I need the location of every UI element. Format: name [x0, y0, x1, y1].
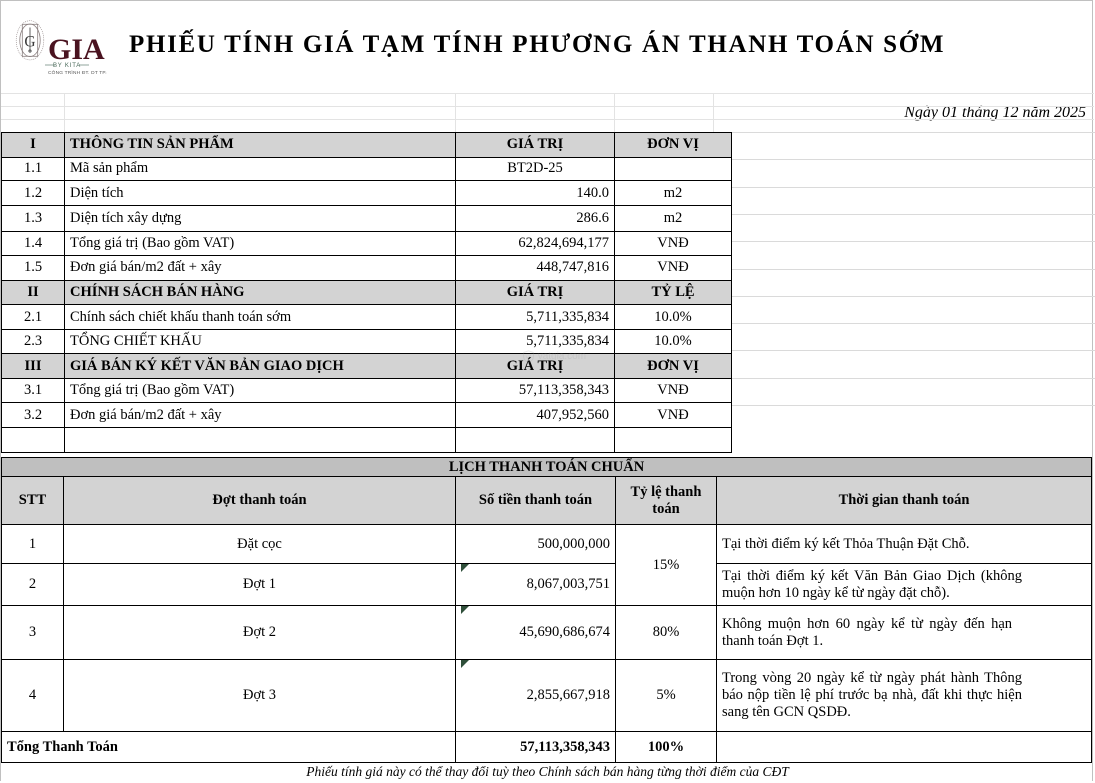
svg-text:BY KITA: BY KITA — [53, 63, 81, 69]
svg-text:CÔNG TRÌNH ĐT. DT TP.ĐÀ NẴNG: CÔNG TRÌNH ĐT. DT TP.ĐÀ NẴNG — [48, 69, 107, 75]
svg-text:GIA: GIA — [48, 33, 105, 66]
